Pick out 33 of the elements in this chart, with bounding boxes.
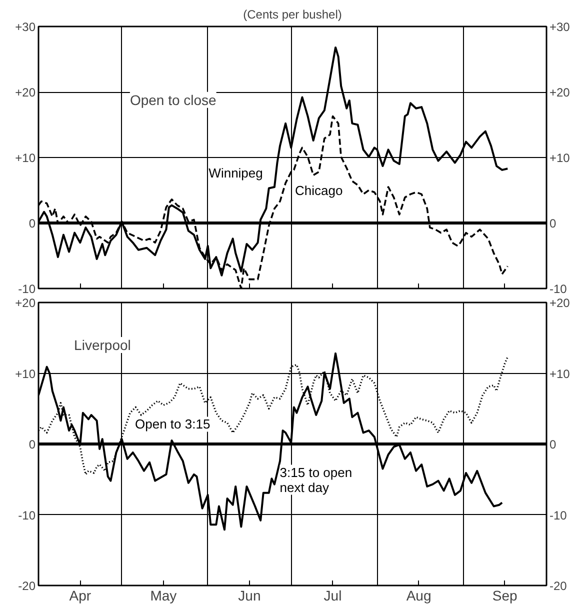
y-tick-label: 0 xyxy=(28,438,36,452)
y-tick-label: +10 xyxy=(15,151,36,165)
y2-tick-label: 0 xyxy=(550,438,556,452)
x-tick-label: Aug xyxy=(406,588,432,604)
y-tick-label: +30 xyxy=(15,20,36,34)
y-tick-label: -10 xyxy=(18,282,36,296)
y2-tick-label: -10 xyxy=(550,508,568,522)
x-tick-label: Jul xyxy=(324,588,342,604)
y2-tick-label: -10 xyxy=(550,282,568,296)
x-tick-label: May xyxy=(150,588,177,604)
series-label: Chicago xyxy=(295,182,343,198)
series-label: 3:15 to open next day xyxy=(280,464,352,495)
y2-tick-label: +30 xyxy=(550,20,570,34)
x-tick-label: Apr xyxy=(69,588,92,604)
chart-title: (Cents per bushel) xyxy=(243,8,342,22)
y-tick-label: +20 xyxy=(15,296,36,310)
y-tick-label: +20 xyxy=(15,86,36,100)
series-label: Open to 3:15 xyxy=(135,416,210,432)
annotation: Liverpool xyxy=(74,336,131,353)
y-tick-label: -20 xyxy=(18,579,36,593)
y-tick-label: 0 xyxy=(28,216,36,230)
y2-tick-label: +20 xyxy=(550,86,570,100)
y-tick-label: -10 xyxy=(18,508,36,522)
y-tick-label: +10 xyxy=(15,366,36,381)
y2-tick-label: +10 xyxy=(550,366,570,381)
y2-tick-label: -20 xyxy=(550,579,568,593)
x-tick-label: Sep xyxy=(492,588,518,604)
annotation: Open to close xyxy=(130,92,217,108)
y2-tick-label: +10 xyxy=(550,151,570,165)
series-label: Winnipeg xyxy=(208,166,263,181)
y2-tick-label: 0 xyxy=(550,216,556,230)
x-tick-label: Jun xyxy=(238,588,261,604)
y2-tick-label: +20 xyxy=(550,296,570,310)
